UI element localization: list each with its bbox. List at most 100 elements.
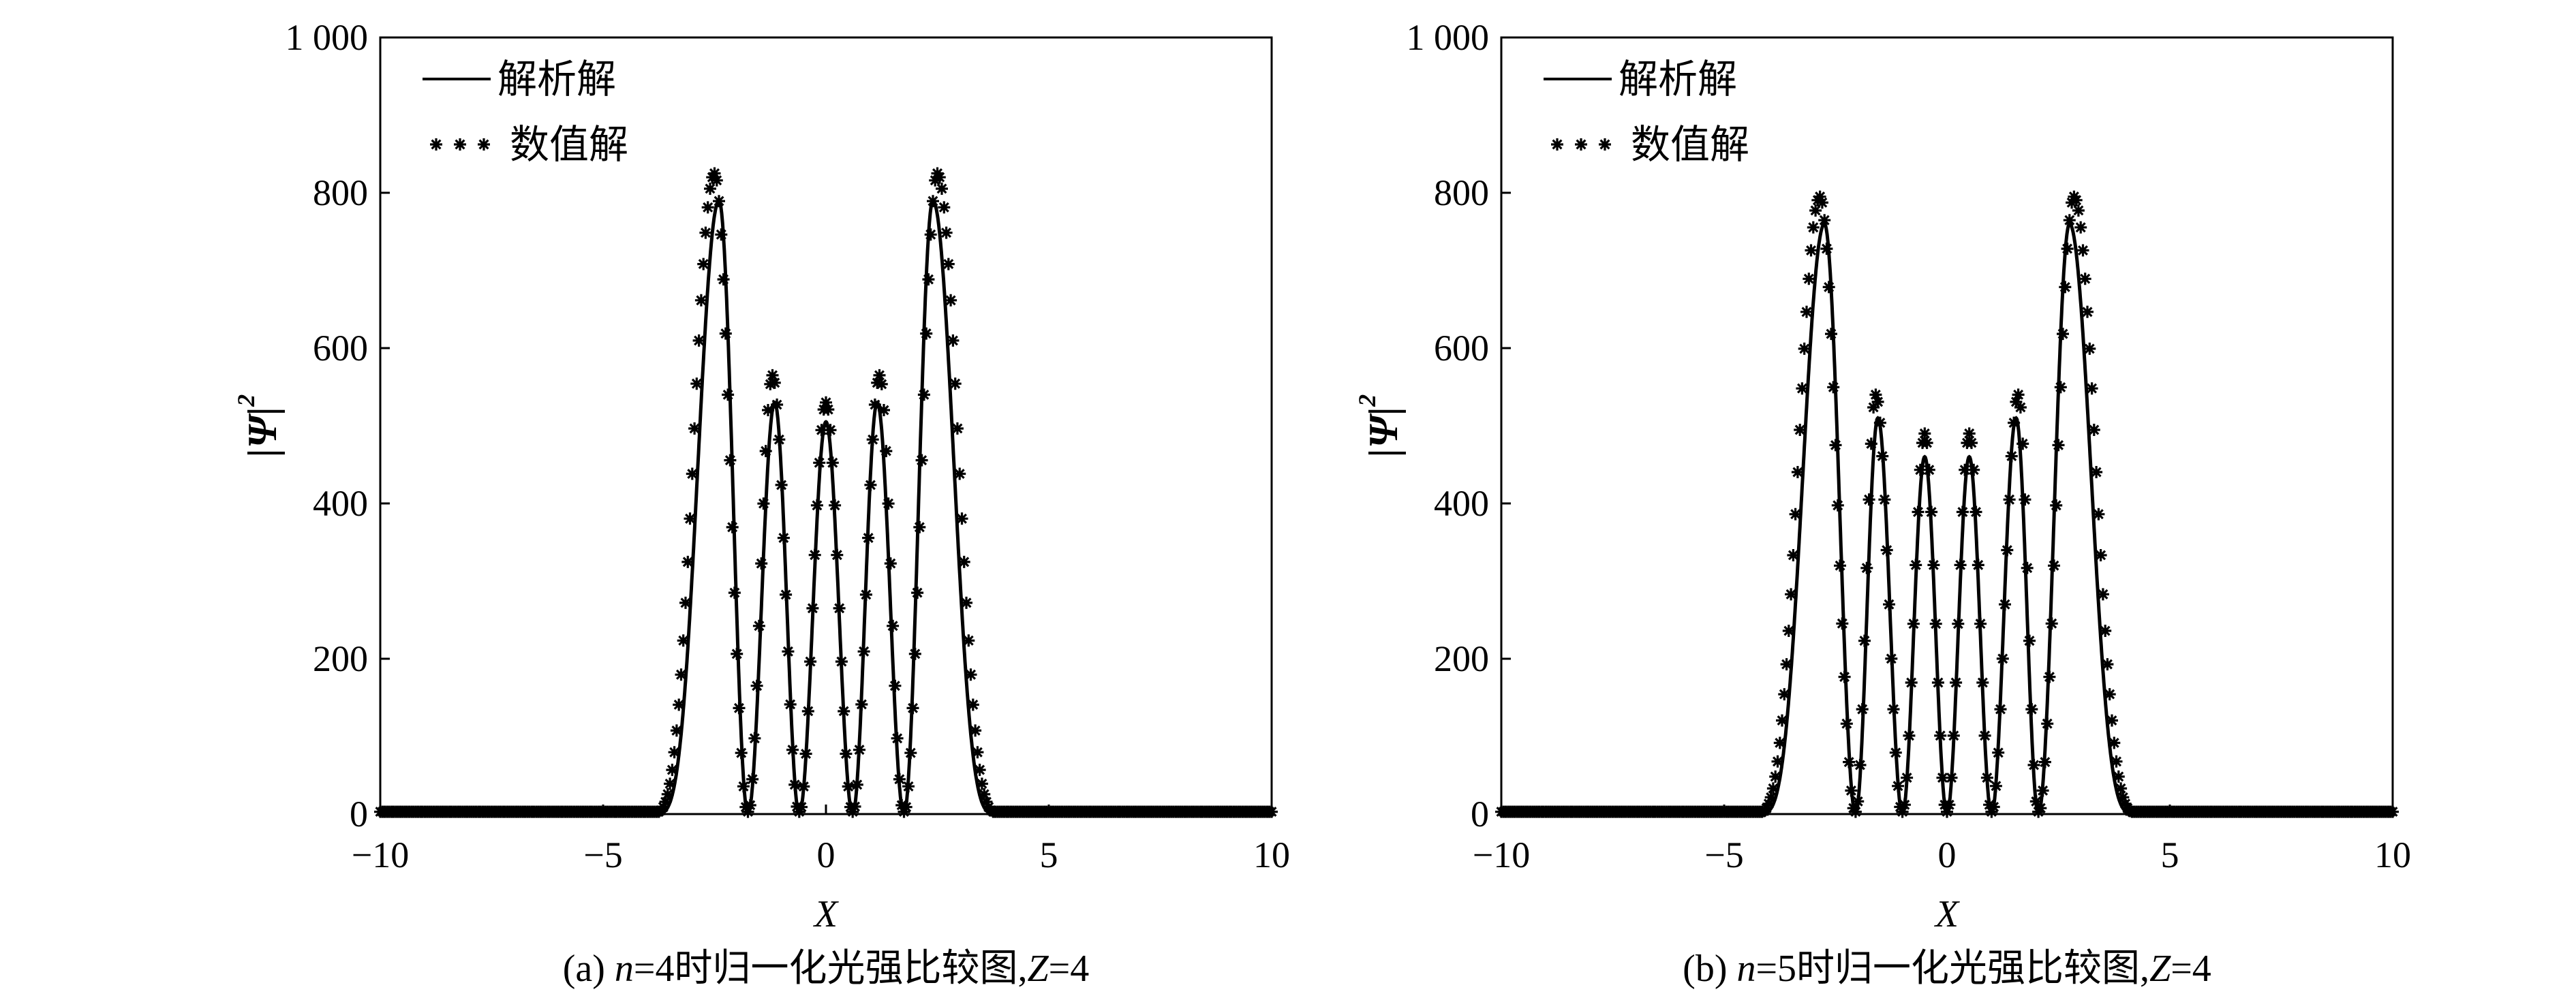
caption-prefix: (a) (563, 948, 615, 990)
numeric-marker (2054, 381, 2067, 394)
numeric-marker (780, 588, 793, 601)
legend-label-numeric: 数值解 (1631, 123, 1749, 167)
numeric-marker (1885, 652, 1898, 665)
numeric-marker (882, 497, 895, 510)
numeric-marker (2027, 759, 2040, 771)
numeric-marker (1934, 729, 1947, 742)
numeric-marker (728, 587, 741, 599)
chart-panel-a: −10 −5 0 5 10 0 200 400 600 800 1 000 X |Ψ|2 解析解 … (232, 17, 1290, 990)
analytic-series (1501, 221, 2393, 815)
numeric-marker (2081, 305, 2094, 318)
numeric-marker (1838, 670, 1851, 683)
numeric-marker (694, 294, 707, 307)
legend: 解析解 数值解 (1544, 57, 1749, 167)
numeric-marker (752, 619, 765, 632)
numeric-marker (1789, 508, 1802, 520)
numeric-marker (835, 655, 848, 668)
x-tick-label: 5 (1040, 835, 1058, 875)
numeric-marker (2021, 561, 2034, 574)
analytic-line (380, 198, 1272, 815)
numeric-marker (1771, 755, 1784, 768)
numeric-marker (864, 478, 877, 491)
numeric-marker (1945, 771, 1958, 784)
numeric-marker (1892, 779, 1905, 792)
numeric-marker (782, 645, 795, 658)
numeric-marker (933, 171, 946, 184)
numeric-marker (2041, 717, 2054, 730)
numeric-marker (945, 294, 957, 307)
caption-mid: =5时归一化光强比较图, (1755, 948, 2149, 990)
numeric-marker (737, 780, 750, 793)
numeric-marker (878, 404, 890, 416)
numeric-marker (719, 327, 732, 340)
numeric-marker (868, 399, 881, 411)
numeric-marker (1807, 221, 1820, 234)
numeric-marker (697, 258, 710, 270)
numeric-marker (748, 732, 761, 745)
numeric-marker (829, 499, 842, 512)
numeric-marker (759, 445, 772, 458)
numeric-marker (1782, 625, 1795, 637)
numeric-marker (724, 454, 737, 467)
legend-marker (1575, 138, 1587, 151)
legend-marker (430, 138, 442, 151)
numeric-marker (1983, 798, 1996, 811)
numeric-marker (2110, 755, 2123, 768)
y-tick-label: 1 000 (1407, 17, 1490, 58)
numeric-marker (1778, 688, 1791, 701)
numeric-marker (1831, 499, 1844, 512)
numeric-marker (1947, 729, 1960, 742)
numeric-marker (1963, 427, 1976, 440)
numeric-marker (859, 588, 872, 601)
numeric-marker (1854, 759, 1867, 771)
numeric-marker (938, 201, 951, 214)
numeric-marker (917, 388, 930, 401)
numeric-marker (1969, 505, 1982, 518)
numeric-marker (675, 668, 688, 681)
numeric-series (374, 167, 1278, 818)
numeric-marker (2025, 703, 2038, 716)
numeric-marker (1959, 463, 1972, 476)
numeric-marker (1820, 243, 1833, 255)
numeric-marker (1809, 204, 1822, 217)
numeric-marker (666, 764, 679, 777)
numeric-marker (1907, 617, 1920, 630)
y-tick-label: 400 (1434, 483, 1489, 524)
numeric-marker (1887, 703, 1900, 716)
numeric-marker (2090, 466, 2103, 478)
numeric-marker (2029, 795, 2042, 808)
numeric-marker (904, 747, 917, 760)
numeric-marker (1967, 463, 1980, 476)
y-axis-title: |Ψ|2 (232, 394, 285, 457)
numeric-marker (2036, 784, 2049, 797)
numeric-marker (2001, 544, 2014, 557)
numeric-marker (2106, 714, 2118, 727)
numeric-marker (1925, 505, 1938, 518)
numeric-marker (857, 645, 870, 658)
numeric-marker (824, 424, 837, 437)
panel-caption: (b) n=5时归一化光强比较图,Z=4 (1683, 948, 2211, 990)
numeric-marker (1974, 617, 1987, 630)
numeric-marker (717, 273, 730, 286)
numeric-marker (822, 403, 835, 416)
numeric-marker (668, 746, 681, 759)
numeric-marker (1798, 342, 1811, 355)
numeric-marker (2070, 193, 2083, 206)
numeric-marker (801, 705, 814, 717)
numeric-marker (2003, 493, 2016, 506)
numeric-marker (795, 800, 808, 813)
numeric-marker (1936, 771, 1949, 784)
numeric-marker (913, 520, 926, 533)
numeric-marker (699, 226, 712, 239)
numeric-marker (692, 334, 705, 347)
numeric-marker (1920, 437, 1933, 450)
numeric-marker (684, 512, 696, 525)
numeric-marker (862, 531, 875, 544)
x-tick-label: −5 (1704, 835, 1743, 875)
numeric-marker (866, 433, 879, 446)
numeric-marker (1992, 746, 2005, 759)
numeric-marker (771, 399, 784, 411)
numeric-marker (657, 800, 670, 813)
numeric-marker (708, 167, 721, 180)
numeric-marker (887, 619, 900, 632)
